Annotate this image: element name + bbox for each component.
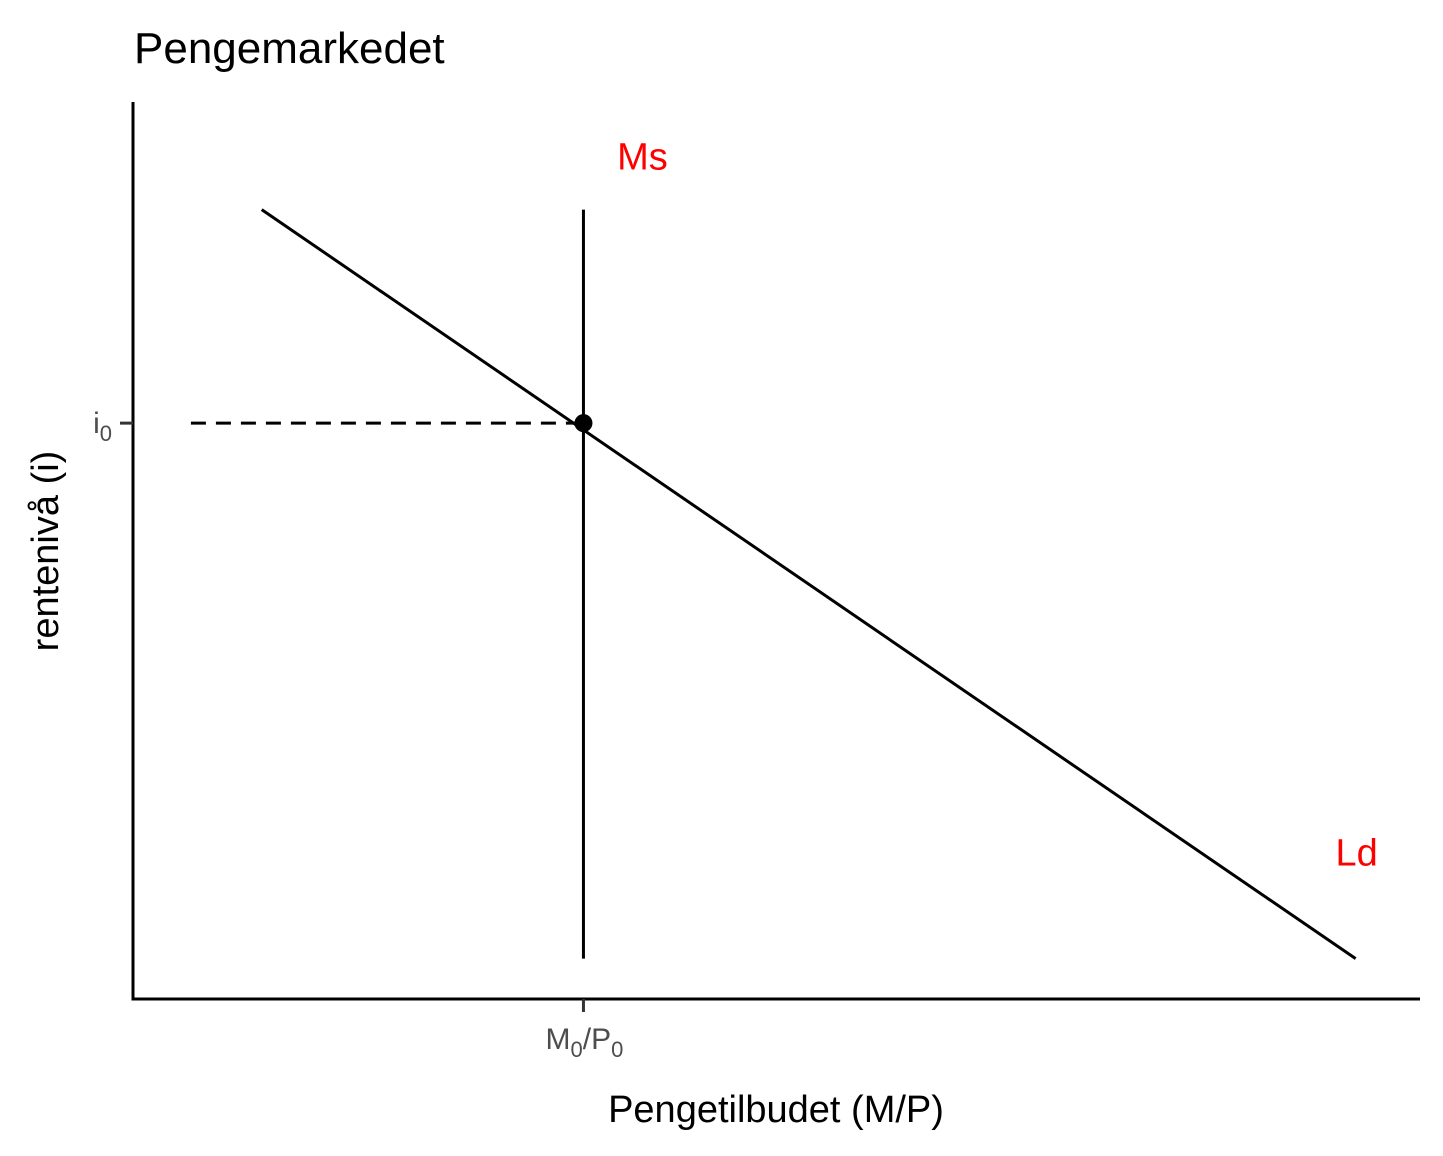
y-tick-label: i0 xyxy=(93,407,112,446)
y-axis-label: rentenivå (i) xyxy=(25,451,67,652)
series-label-ld: Ld xyxy=(1336,833,1378,875)
plot-area: Ld Ms i0 M0/P0 xyxy=(93,137,1378,1062)
series-label-ms: Ms xyxy=(617,137,668,179)
equilibrium-point xyxy=(574,414,593,433)
chart-title: Pengemarkedet xyxy=(134,24,445,73)
series-line-ld xyxy=(260,208,1357,960)
x-axis-label: Pengetilbudet (M/P) xyxy=(608,1089,944,1131)
x-tick-label: M0/P0 xyxy=(546,1023,624,1062)
